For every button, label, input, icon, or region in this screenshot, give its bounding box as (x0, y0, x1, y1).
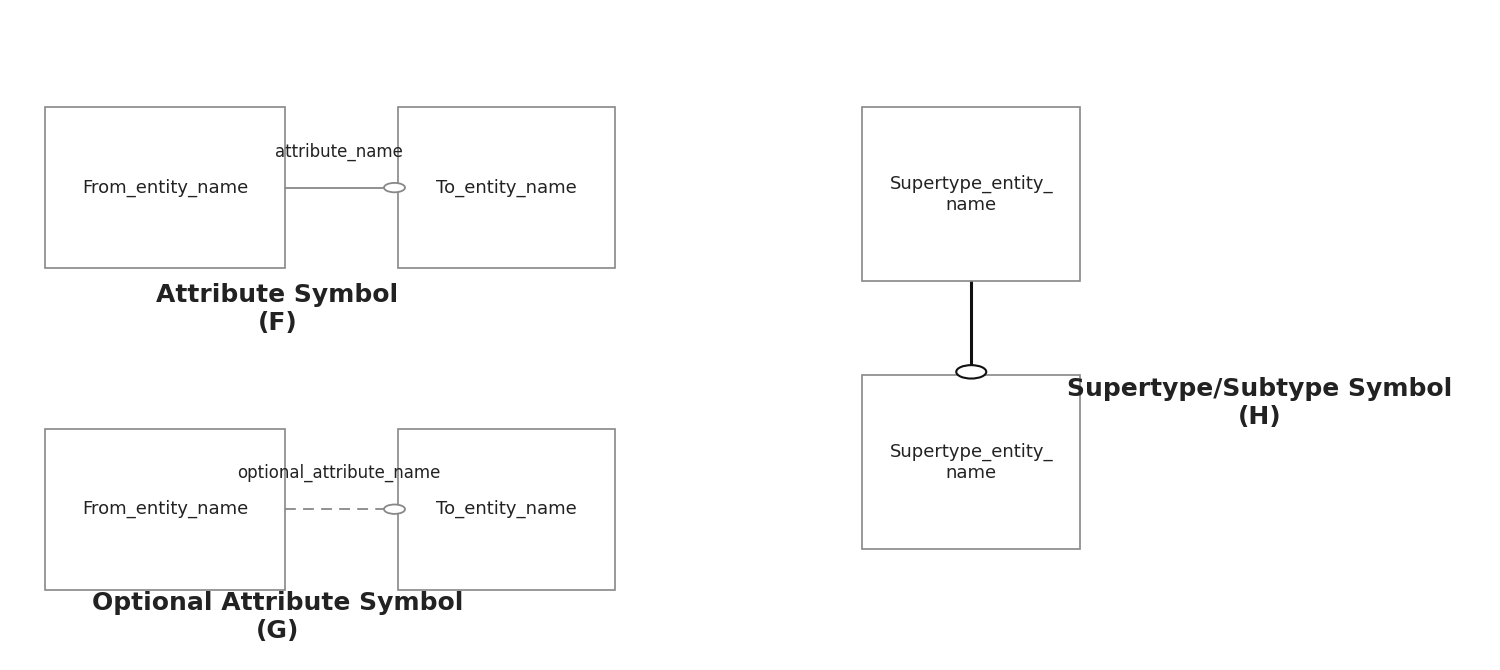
Circle shape (384, 183, 405, 192)
FancyBboxPatch shape (45, 107, 285, 268)
FancyBboxPatch shape (398, 429, 615, 590)
Text: Supertype_entity_
name: Supertype_entity_ name (890, 175, 1053, 214)
Text: Supertype_entity_
name: Supertype_entity_ name (890, 443, 1053, 482)
FancyBboxPatch shape (862, 375, 1080, 549)
Text: Optional Attribute Symbol
(G): Optional Attribute Symbol (G) (92, 592, 464, 643)
Text: optional_attribute_name: optional_attribute_name (237, 464, 441, 482)
Text: From_entity_name: From_entity_name (82, 500, 248, 519)
Circle shape (384, 505, 405, 514)
FancyBboxPatch shape (45, 429, 285, 590)
FancyBboxPatch shape (862, 107, 1080, 281)
Text: attribute_name: attribute_name (274, 143, 404, 161)
Text: From_entity_name: From_entity_name (82, 178, 248, 197)
Text: To_entity_name: To_entity_name (436, 500, 576, 519)
FancyBboxPatch shape (398, 107, 615, 268)
Circle shape (957, 365, 987, 379)
Text: Supertype/Subtype Symbol
(H): Supertype/Subtype Symbol (H) (1068, 377, 1452, 429)
Text: Attribute Symbol
(F): Attribute Symbol (F) (156, 283, 399, 335)
Text: To_entity_name: To_entity_name (436, 178, 576, 197)
